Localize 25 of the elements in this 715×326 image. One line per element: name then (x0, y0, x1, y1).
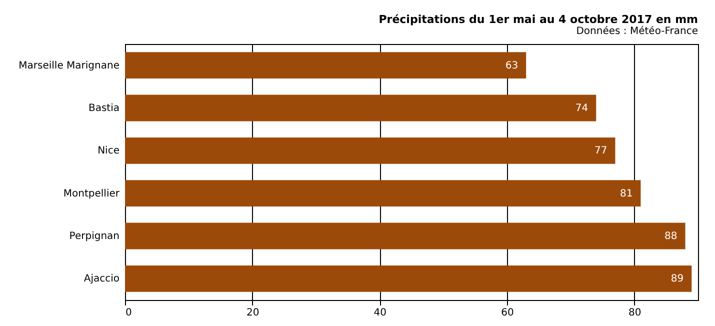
bar (125, 94, 596, 122)
x-tick-label: 60 (501, 308, 514, 318)
chart-subtitle: Données : Météo-France (576, 26, 698, 37)
data-label: 89 (670, 274, 684, 285)
x-tick-label: 0 (126, 308, 132, 318)
x-tick-label: 80 (628, 308, 642, 318)
y-tick-label: Ajaccio (84, 274, 120, 285)
y-tick-label: Marseille Marignane (18, 60, 120, 72)
data-label: 77 (594, 146, 608, 157)
data-label: 81 (620, 188, 633, 200)
y-tick-label: Montpellier (63, 188, 120, 200)
y-tick-label: Nice (98, 146, 120, 157)
x-tick-label: 20 (246, 308, 260, 318)
bar (125, 137, 616, 164)
x-tick-label: 40 (374, 308, 387, 318)
data-label: 63 (505, 60, 518, 72)
bar (125, 180, 641, 207)
bar (125, 52, 526, 79)
bar (125, 222, 686, 250)
chart-title: Précipitations du 1er mai au 4 octobre 2017 en mm (378, 13, 698, 26)
bar (125, 265, 692, 292)
y-tick-label: Bastia (88, 103, 120, 114)
data-label: 74 (575, 103, 588, 114)
y-tick-label: Perpignan (69, 231, 120, 242)
data-label: 88 (664, 231, 678, 242)
